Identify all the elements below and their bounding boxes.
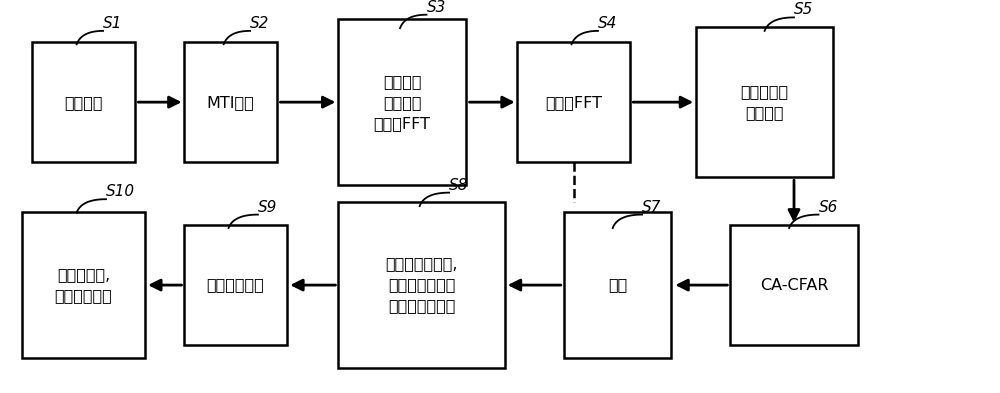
Text: S5: S5 [794,2,813,17]
Bar [338,202,505,368]
Text: S10: S10 [106,184,135,199]
Text: S3: S3 [426,0,446,15]
Text: S9: S9 [258,200,277,215]
Text: S7: S7 [642,200,661,215]
Text: S2: S2 [250,16,269,31]
Bar [338,19,466,185]
Bar [184,42,277,162]
Bar [564,212,671,358]
Text: MTI滤波: MTI滤波 [207,95,254,110]
Text: 加窗处理
二倍插值
距离维FFT: 加窗处理 二倍插值 距离维FFT [374,73,430,130]
Text: 回波信号: 回波信号 [64,95,103,110]
Text: 卡尔曼滤波,
实现目标跟踪: 卡尔曼滤波, 实现目标跟踪 [55,267,112,303]
Bar [517,42,630,162]
Text: 速度维FFT: 速度维FFT [545,95,602,110]
Text: S6: S6 [818,200,838,215]
Text: 计算定位坐标: 计算定位坐标 [207,277,264,292]
Text: CA-CFAR: CA-CFAR [760,277,828,292]
Bar [184,225,287,345]
Bar [32,42,135,162]
Bar [730,225,858,345]
Bar [696,27,833,177]
Bar [22,212,145,358]
Text: S4: S4 [598,16,617,31]
Text: 计算距离维
投影矩阵: 计算距离维 投影矩阵 [741,84,789,120]
Text: 凝聚: 凝聚 [608,277,627,292]
Text: S1: S1 [103,16,122,31]
Text: S8: S8 [449,178,468,193]
Text: 提取各通道相位,
计算通道间相位
差，换算成角度: 提取各通道相位, 计算通道间相位 差，换算成角度 [385,257,458,314]
